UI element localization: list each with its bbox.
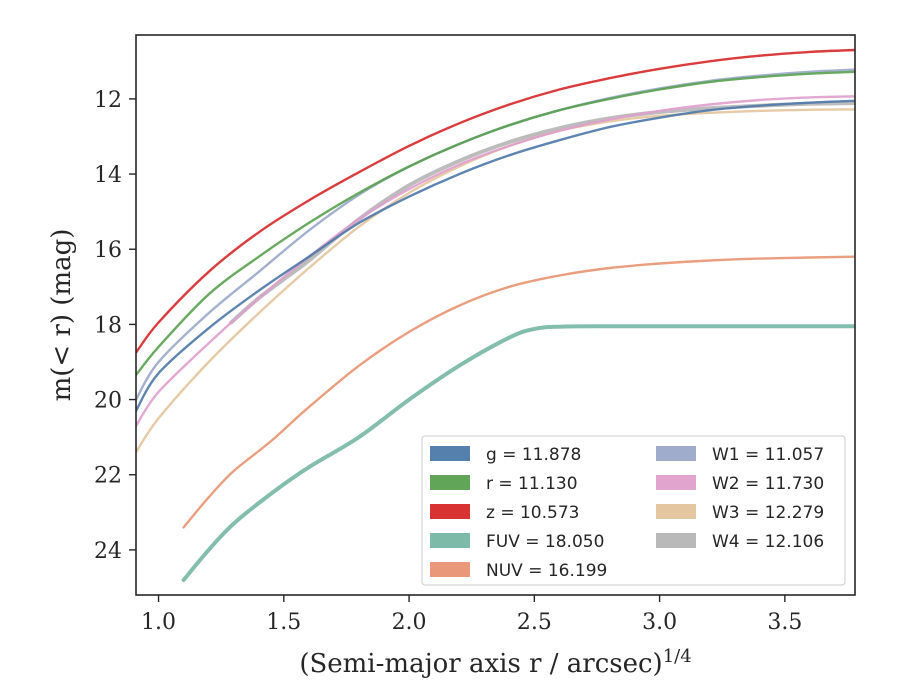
y-tick-label: 16 [94,238,122,263]
legend-box [421,435,846,586]
y-tick-label: 24 [94,539,122,564]
x-axis-title-superscript: 1/4 [663,646,692,667]
x-tick-label: 3.0 [642,610,677,635]
legend-swatch-w4 [656,533,696,548]
y-tick-label: 12 [94,88,122,113]
series-line-w2 [136,95,855,428]
legend-label-r: r = 11.130 [486,474,578,494]
series-layer [136,48,855,582]
x-tick-label: 1.5 [266,610,301,635]
series-line-nuv [182,255,855,529]
legend: g = 11.878 r = 11.130 z = 10.573 FUV = 18.0… [421,435,846,586]
x-axis-title: (Semi-major axis r / arcsec)1/4 [299,646,691,679]
legend-label-g: g = 11.878 [486,445,581,465]
plot-frame [135,34,856,596]
legend-label-nuv: NUV = 16.199 [486,561,607,581]
series-line-fuv [181,324,855,582]
y-tick-label: 22 [94,464,122,489]
x-axis-title-main: (Semi-major axis r / arcsec) [299,649,662,679]
legend-label-z: z = 10.573 [486,503,579,523]
x-tick-label: 2.0 [392,610,427,635]
x-tick-label: 3.5 [767,610,802,635]
x-tick-label: 2.5 [517,610,552,635]
legend-label-w2: W2 = 11.730 [712,474,824,494]
legend-label-w4: W4 = 12.106 [712,532,824,552]
y-tick-label: 20 [94,389,122,414]
legend-swatch-nuv [430,562,470,577]
x-axis: 1.0 1.5 2.0 2.5 3.0 3.5 [141,595,802,635]
y-tick-label: 18 [94,313,122,338]
series-line-w1 [136,68,855,401]
y-axis: 12 14 16 18 20 22 24 [94,88,136,564]
legend-swatch-r [430,475,470,490]
y-axis-title: m(< r) (mag) [47,229,77,402]
legend-swatch-z [430,504,470,519]
series-line-z [136,48,855,354]
legend-label-w1: W1 = 11.057 [712,445,824,465]
legend-swatch-w1 [656,446,696,461]
legend-swatch-w2 [656,475,696,490]
series-line-g [136,99,855,412]
series-line-r [136,70,855,377]
legend-swatch-g [430,446,470,461]
series-line-w3 [136,108,855,454]
legend-label-w3: W3 = 12.279 [712,503,824,523]
legend-label-fuv: FUV = 18.050 [486,532,604,552]
legend-swatch-w3 [656,504,696,519]
x-tick-label: 1.0 [141,610,176,635]
y-tick-label: 14 [94,163,122,188]
legend-swatch-fuv [430,533,470,548]
